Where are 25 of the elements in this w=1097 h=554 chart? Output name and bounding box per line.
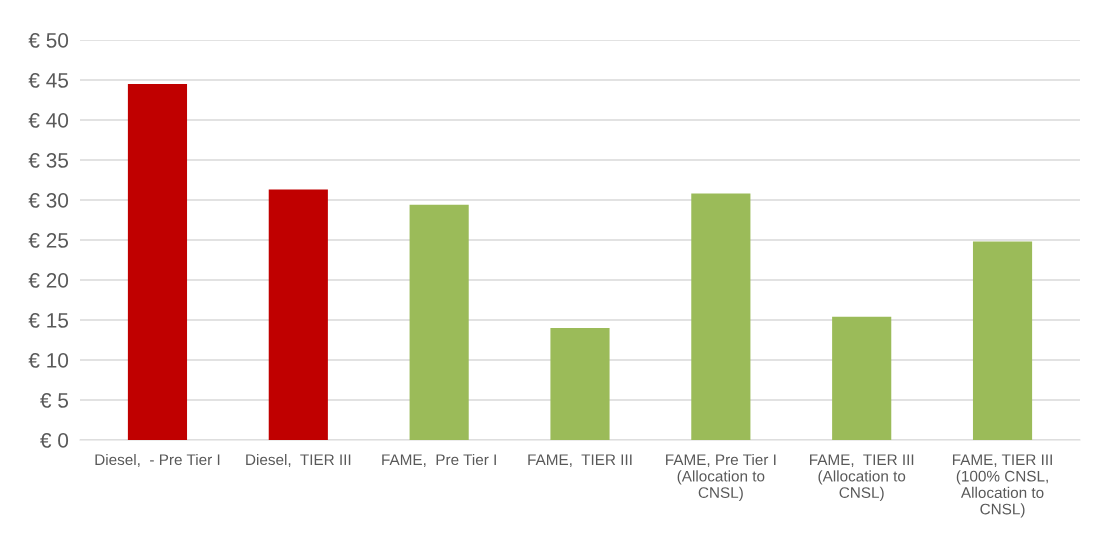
x-tick-label: FAME, Pre Tier I (Allocation to CNSL) [666,453,776,502]
bar [268,189,328,440]
y-tick-label: € 45 [28,73,69,88]
x-tick-label: Diesel, TIER III [246,453,351,467]
bar [832,316,892,440]
bar [691,193,751,440]
x-tick-label: FAME, TIER III (100% CNSL, Allocation to CNSL) [952,454,1052,518]
y-tick-label: € 35 [28,153,69,168]
y-tick-label: € 20 [28,273,69,288]
y-tick-label: € 40 [28,113,69,128]
bar [409,204,469,440]
y-tick-label: € 0 [40,433,69,448]
x-tick-label: FAME, Pre Tier I [382,453,496,467]
bar [550,328,610,440]
x-tick-label: FAME, TIER III [528,454,632,467]
y-tick-label: € 5 [40,393,69,408]
y-tick-label: € 25 [28,233,69,248]
bar [127,84,188,440]
bar [972,241,1033,440]
y-tick-label: € 50 [28,33,69,48]
y-tick-label: € 15 [28,313,69,328]
x-tick-label: Diesel, - Pre Tier I [95,453,220,467]
x-tick-label: FAME, TIER III (Allocation to CNSL) [810,454,914,502]
y-tick-label: € 30 [28,193,69,208]
y-tick-label: € 10 [28,353,69,368]
